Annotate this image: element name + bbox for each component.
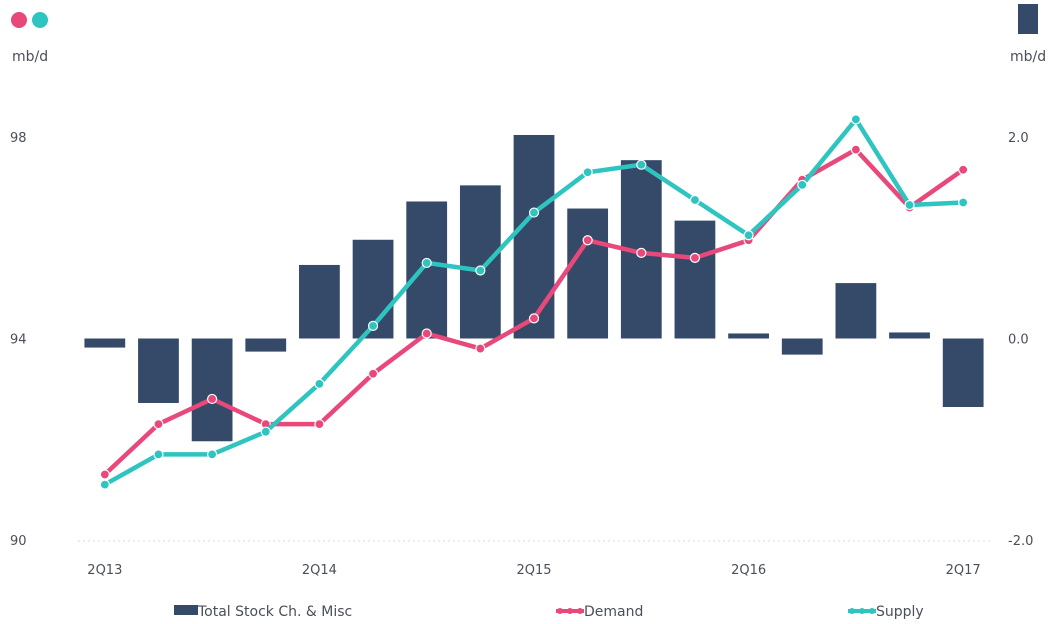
supply-point-2Q17 (958, 197, 969, 208)
x-tick-label-2Q13: 2Q13 (87, 563, 122, 578)
x-tick-label-2Q14: 2Q14 (302, 563, 337, 578)
bar-1Q16 (674, 220, 716, 339)
demand-point-4Q13 (207, 393, 218, 405)
bar-1Q14 (245, 338, 287, 352)
supply-point-2Q13 (99, 479, 110, 490)
demand-point-3Q13 (153, 419, 164, 430)
legend-dot-supply-icon (869, 608, 875, 614)
right-tick-label: -2.0 (1008, 534, 1033, 549)
legend-label-demand: Demand (584, 604, 643, 620)
supply-point-4Q14 (421, 257, 432, 269)
left-axis-series-markers (11, 12, 48, 28)
demand-point-3Q15 (582, 235, 593, 246)
bar-2Q14 (299, 264, 340, 339)
bar-series-marker-icon (1018, 4, 1038, 34)
bar-2Q13 (84, 338, 126, 348)
bar-1Q15 (459, 185, 501, 339)
demand-point-3Q14 (367, 368, 379, 379)
legend-label-supply: Supply (876, 604, 924, 620)
demand-point-2Q15 (528, 313, 540, 324)
supply-point-1Q14 (260, 426, 271, 437)
right-tick-label: 0.0 (1008, 333, 1029, 348)
right-axis-unit: mb/d (1010, 49, 1046, 65)
supply-point-4Q13 (207, 449, 218, 460)
demand-point-4Q16 (850, 144, 861, 155)
left-axis-ticks: 90 94 98 (10, 131, 27, 549)
supply-point-2Q15 (528, 207, 540, 218)
legend-label-total-stock-ch-misc: Total Stock Ch. & Misc (197, 604, 352, 620)
bar-3Q15 (567, 208, 609, 339)
x-tick-label-2Q17: 2Q17 (946, 563, 981, 578)
legend-dot-supply-icon (859, 608, 865, 614)
supply-point-3Q14 (367, 320, 379, 332)
supply-point-3Q13 (153, 449, 164, 460)
bar-4Q16 (835, 283, 877, 339)
supply-point-4Q15 (636, 159, 647, 170)
right-tick-label: 2.0 (1008, 131, 1029, 146)
lines-layer (99, 114, 969, 490)
supply-point-3Q16 (797, 179, 808, 190)
supply-point-3Q15 (582, 167, 593, 178)
demand-point-1Q15 (475, 343, 486, 354)
x-axis-ticks: 2Q13 2Q14 2Q15 2Q16 2Q17 (87, 563, 980, 578)
supply-point-2Q14 (314, 378, 325, 389)
supply-point-1Q15 (475, 265, 486, 276)
legend-dot-demand-icon (557, 608, 563, 614)
bar-1Q17 (889, 332, 930, 339)
demand-point-2Q13 (99, 469, 110, 480)
bar-2Q16 (728, 333, 769, 339)
legend-dot-supply-icon (849, 608, 855, 614)
demand-point-1Q16 (689, 252, 701, 263)
bar-2Q15 (513, 134, 555, 339)
legend-dot-demand-icon (577, 608, 583, 614)
demand-marker-icon (11, 12, 27, 28)
left-tick-label: 90 (10, 534, 27, 549)
right-axis-ticks: 2.0 0.0 -2.0 (1008, 131, 1033, 549)
supply-point-2Q16 (743, 230, 754, 241)
legend-swatch-bar-icon (174, 605, 198, 615)
bar-2Q17 (942, 338, 984, 408)
legend: Total Stock Ch. & Misc Demand Supply (174, 604, 924, 620)
bars-layer (84, 134, 984, 442)
bar-4Q13 (191, 338, 233, 442)
demand-point-2Q17 (958, 164, 969, 175)
x-tick-label-2Q15: 2Q15 (516, 563, 551, 578)
demand-point-4Q14 (421, 328, 432, 339)
supply-point-4Q16 (850, 114, 861, 125)
bar-3Q13 (138, 338, 179, 403)
supply-marker-icon (32, 12, 48, 28)
left-tick-label: 94 (10, 333, 27, 348)
supply-point-1Q16 (689, 194, 701, 206)
supply-point-1Q17 (904, 199, 915, 211)
demand-point-4Q15 (636, 247, 647, 258)
legend-dot-demand-icon (567, 608, 573, 614)
left-tick-label: 98 (10, 131, 27, 146)
x-tick-label-2Q16: 2Q16 (731, 563, 766, 578)
left-axis-unit: mb/d (12, 49, 48, 65)
bar-4Q14 (406, 201, 448, 339)
bar-3Q16 (781, 338, 823, 355)
demand-point-2Q14 (314, 419, 325, 430)
